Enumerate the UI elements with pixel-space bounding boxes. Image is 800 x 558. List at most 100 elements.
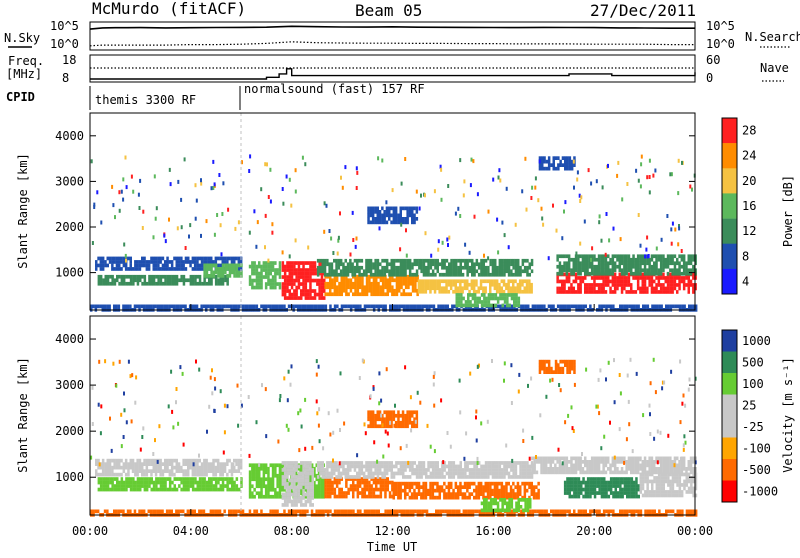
data-cell [619,283,622,287]
data-cell [658,305,661,309]
data-cell [350,278,353,282]
data-cell [517,283,520,287]
data-cell [608,305,611,309]
data-cell [381,461,384,465]
data-cell [570,272,573,276]
data-cell [242,510,245,514]
data-cell [307,461,310,465]
data-cell [531,269,534,273]
data-cell [434,283,437,287]
data-cell [439,475,442,479]
data-cell [518,304,521,308]
scatter-cell [269,168,271,172]
data-cell [683,258,686,262]
data-cell [150,510,153,514]
data-cell [361,266,364,270]
data-cell [466,273,469,277]
data-cell [312,268,315,272]
data-cell [238,257,241,261]
data-cell [671,290,674,294]
data-cell [384,472,387,476]
data-cell [671,283,674,287]
data-cell [171,481,174,485]
data-cell [460,273,463,277]
data-cell [578,305,581,309]
data-cell [452,496,455,500]
data-cell [207,305,210,309]
data-cell [610,510,613,514]
data-cell [421,305,424,309]
data-cell [437,472,440,476]
data-cell [473,286,476,290]
data-cell [448,290,451,294]
data-cell [377,210,380,214]
scatter-cell [249,231,251,235]
data-cell [508,482,511,486]
data-cell [97,264,100,268]
data-cell [260,286,263,290]
data-cell [386,465,389,469]
data-cell [276,477,279,481]
data-cell [644,290,647,294]
data-cell [483,266,486,270]
data-cell [455,492,458,496]
data-cell [605,283,608,287]
data-cell [515,304,518,308]
data-cell [196,257,199,261]
data-cell [496,290,499,294]
data-cell [309,275,312,279]
data-cell [363,465,366,469]
data-cell [480,279,483,283]
data-cell [320,305,323,309]
data-cell [282,293,285,297]
data-cell [312,272,315,276]
data-cell [637,254,640,258]
data-cell [474,300,477,304]
data-cell [125,275,128,279]
scatter-cell [180,198,182,202]
data-cell [293,482,296,486]
data-cell [274,261,277,265]
scatter-cell [469,251,471,255]
data-cell [419,305,422,309]
data-cell [402,468,405,472]
data-cell [563,283,566,287]
data-cell [238,264,241,268]
data-cell [418,475,421,479]
data-cell [217,459,220,463]
scatter-cell [492,178,494,182]
data-cell [483,269,486,273]
data-cell [298,493,301,497]
data-cell [366,481,369,485]
data-cell [206,264,209,268]
data-cell [185,484,188,488]
data-cell [155,466,158,470]
data-cell [274,491,277,495]
data-cell [171,267,174,271]
data-cell [203,473,206,477]
data-cell [455,279,458,283]
data-cell [480,468,483,472]
data-cell [448,485,451,489]
data-cell [460,266,463,270]
data-cell [559,305,562,309]
scatter-cell [575,252,577,256]
data-cell [690,280,693,284]
data-cell [109,459,112,463]
data-cell [316,282,319,286]
data-cell [429,482,432,486]
data-cell [425,286,428,290]
data-cell [256,272,259,276]
data-cell [164,260,167,264]
data-cell [559,287,562,291]
data-cell [461,286,464,290]
data-cell [263,477,266,481]
data-cell [335,475,338,479]
data-cell [146,462,149,466]
data-cell [501,482,504,486]
data-cell [282,496,285,500]
data-cell [100,488,103,492]
data-cell [448,465,451,469]
data-cell [272,488,275,492]
data-cell [494,279,497,283]
